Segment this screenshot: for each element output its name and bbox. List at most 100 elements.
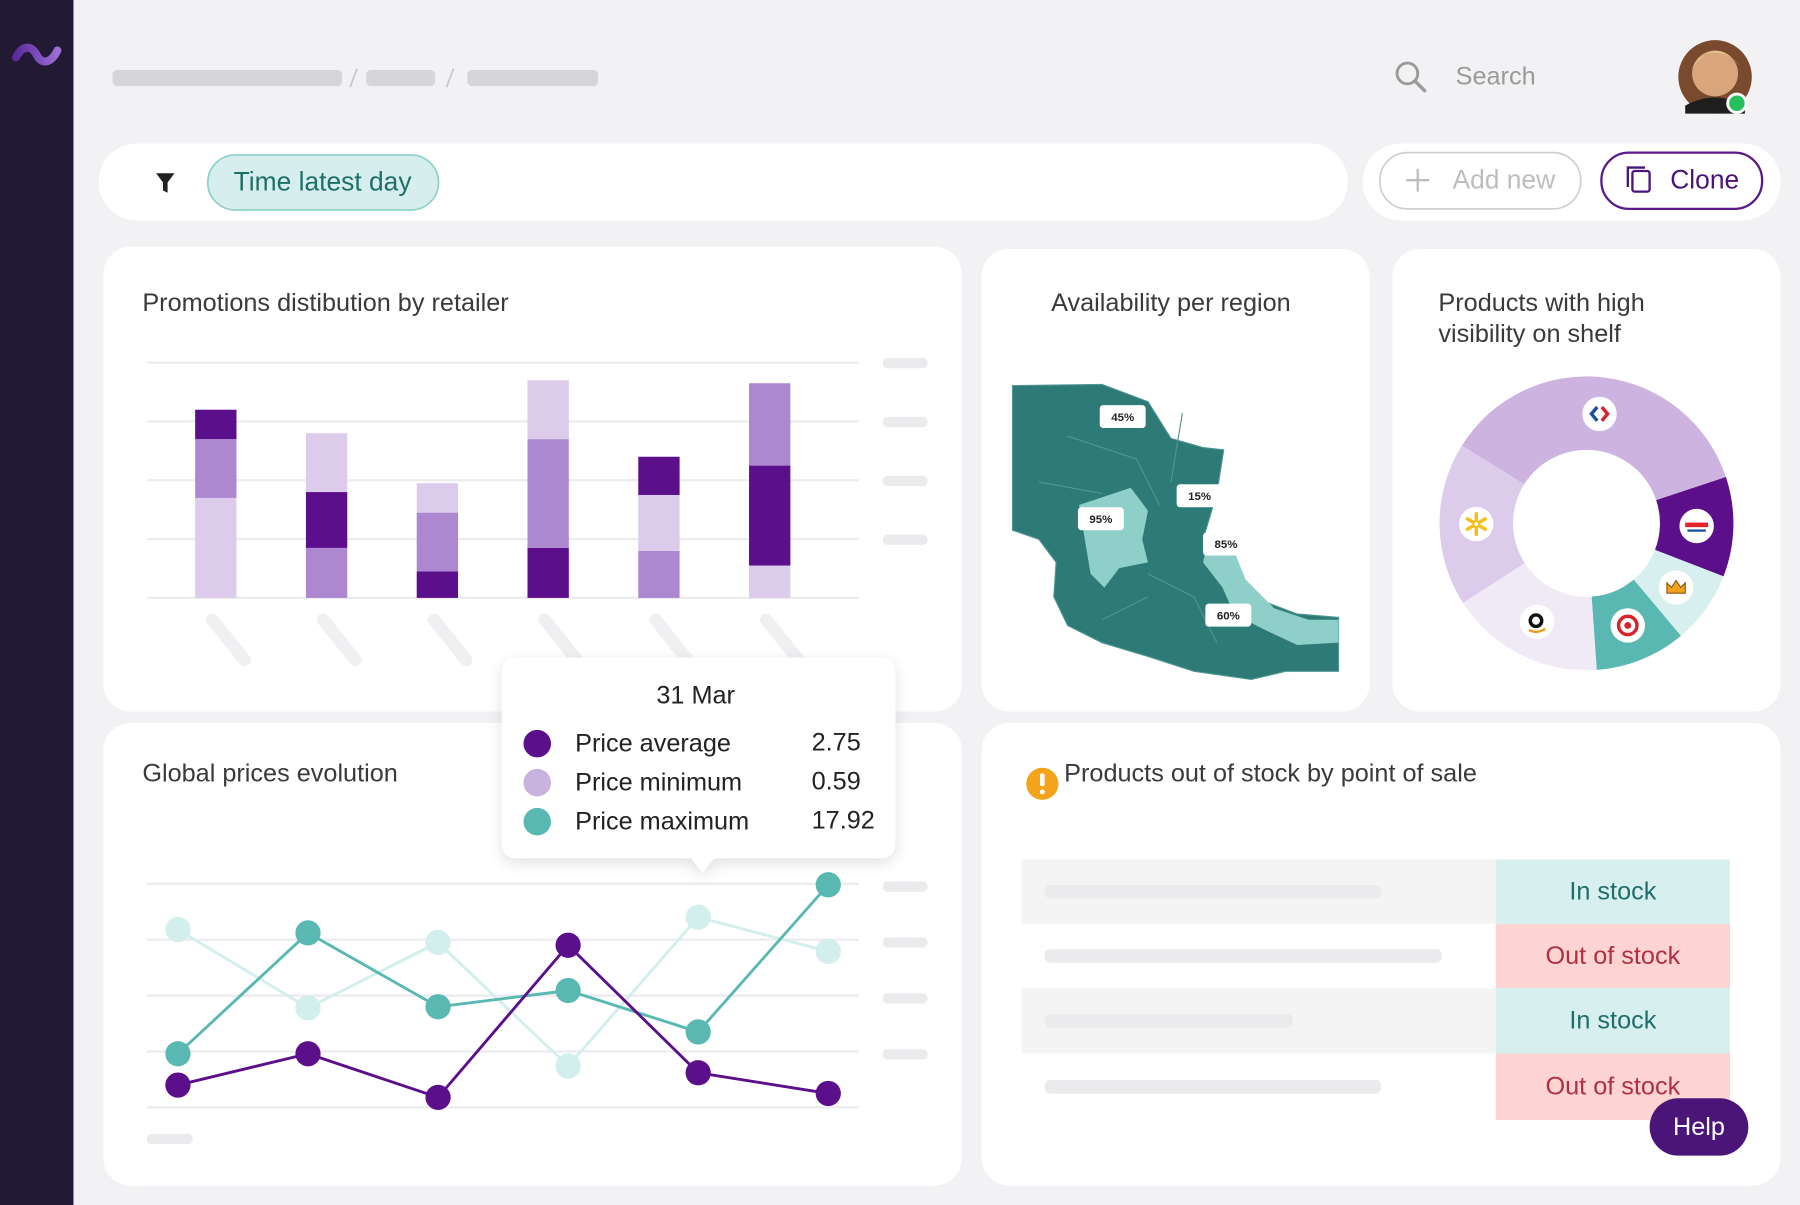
crumb-placeholder[interactable] <box>112 70 343 87</box>
card-title: Availability per region <box>1051 289 1291 317</box>
tick-label-placeholder <box>882 881 928 892</box>
category-label-placeholder <box>759 613 805 667</box>
card-title: Promotions distibution by retailer <box>142 289 508 317</box>
search-icon <box>1395 61 1420 86</box>
data-point <box>165 1041 191 1067</box>
tick-label-placeholder <box>882 475 928 487</box>
row-label-placeholder <box>1044 884 1381 899</box>
tooltip-value: 0.59 <box>812 767 861 795</box>
avatar-face <box>1692 50 1739 97</box>
category-label-placeholder <box>427 613 473 667</box>
data-point <box>295 1041 321 1067</box>
crumb-placeholder[interactable] <box>366 70 436 87</box>
data-point <box>815 1080 841 1107</box>
card-title: Products with high visibility on shelf <box>1438 288 1645 348</box>
chip-label[interactable]: Time latest day <box>234 167 413 197</box>
bar-segment <box>416 512 459 572</box>
bar-segment <box>527 547 569 598</box>
bar-segment <box>749 465 791 566</box>
series-line <box>177 915 829 1069</box>
logo-glyph <box>1666 579 1686 594</box>
bar-segment <box>527 380 569 440</box>
retailer-logo <box>1519 604 1555 640</box>
logo-glyph <box>1616 614 1639 637</box>
map-label-bg <box>1205 603 1252 627</box>
logo-glyph <box>1465 524 1476 531</box>
tooltip-series-name: Price average <box>575 729 731 757</box>
logo-glyph <box>1600 405 1610 422</box>
crumb-placeholder[interactable] <box>467 70 599 87</box>
logo-glyph <box>1477 524 1487 531</box>
row-label-placeholder <box>1044 1079 1381 1094</box>
logo[interactable] <box>12 43 62 66</box>
tick-label-placeholder <box>882 937 928 948</box>
logo-glyph <box>1528 627 1546 634</box>
bar-segment <box>305 492 348 548</box>
clone-button[interactable]: Clone <box>1600 151 1764 211</box>
data-point <box>165 1072 191 1098</box>
data-point <box>165 916 191 943</box>
row-label-placeholder <box>1044 949 1442 963</box>
plus-icon <box>1406 168 1430 192</box>
data-point <box>815 872 841 898</box>
help-bg <box>1649 1098 1749 1156</box>
series-line <box>176 883 830 1055</box>
status-label: In stock <box>1569 878 1656 906</box>
logo-glyph <box>1477 517 1487 525</box>
category-label-placeholder <box>649 613 694 667</box>
filter-icon[interactable] <box>156 173 175 193</box>
warning-icon <box>1039 789 1045 795</box>
data-point <box>425 994 451 1020</box>
help-button[interactable]: Help <box>1649 1098 1749 1156</box>
status-dot <box>1726 92 1748 114</box>
map-label-bg <box>1203 532 1249 556</box>
status-label: Out of stock <box>1546 942 1681 970</box>
data-point <box>295 920 321 946</box>
help-label[interactable]: Help <box>1673 1113 1725 1141</box>
bar-segment <box>638 550 680 598</box>
avatar-hair <box>1692 51 1741 69</box>
search-box[interactable]: Search <box>1395 61 1536 93</box>
bar-segment <box>638 494 680 551</box>
status-label: Out of stock <box>1546 1073 1681 1101</box>
search-placeholder[interactable]: Search <box>1456 63 1536 91</box>
data-point <box>425 1084 451 1111</box>
bar-segment <box>195 439 237 498</box>
map-label-bg <box>1176 484 1223 508</box>
search-icon <box>1413 79 1427 93</box>
map-label-bg <box>1099 405 1146 429</box>
button-label[interactable]: Add new <box>1452 164 1556 194</box>
tooltip-series-name: Price maximum <box>575 808 749 836</box>
bar-segment <box>638 456 680 495</box>
retailer-logo <box>1582 396 1617 432</box>
logo-glyph <box>1685 522 1709 528</box>
bar-segment <box>195 409 237 440</box>
tooltip-value: 17.92 <box>812 806 875 834</box>
map-label: 85% <box>1215 539 1238 551</box>
avatar[interactable] <box>1678 40 1752 114</box>
status-label: In stock <box>1569 1007 1656 1035</box>
map-label: 60% <box>1217 610 1240 622</box>
map-region[interactable] <box>1203 541 1339 645</box>
data-point <box>425 929 451 956</box>
filter-chip[interactable]: Time latest day <box>206 154 440 211</box>
button-label[interactable]: Clone <box>1670 164 1739 194</box>
status-cell <box>1495 988 1730 1054</box>
breadcrumb <box>112 68 599 88</box>
tooltip-series-name: Price minimum <box>575 768 742 796</box>
bar-segment <box>195 497 237 598</box>
data-point <box>685 1060 711 1086</box>
bar-segment <box>749 565 791 598</box>
logo-glyph <box>1589 405 1599 422</box>
card-title: Global prices evolution <box>142 759 397 787</box>
status-cell <box>1495 859 1730 924</box>
chip-bg <box>206 154 440 211</box>
row-label-placeholder <box>1044 1013 1293 1028</box>
map-label: 15% <box>1188 491 1211 503</box>
bar-segment <box>305 433 348 493</box>
crumb-separator <box>445 68 455 88</box>
tick-label-placeholder <box>882 1049 928 1060</box>
add-new-button[interactable]: Add new <box>1378 151 1582 210</box>
status-cell <box>1495 923 1730 989</box>
